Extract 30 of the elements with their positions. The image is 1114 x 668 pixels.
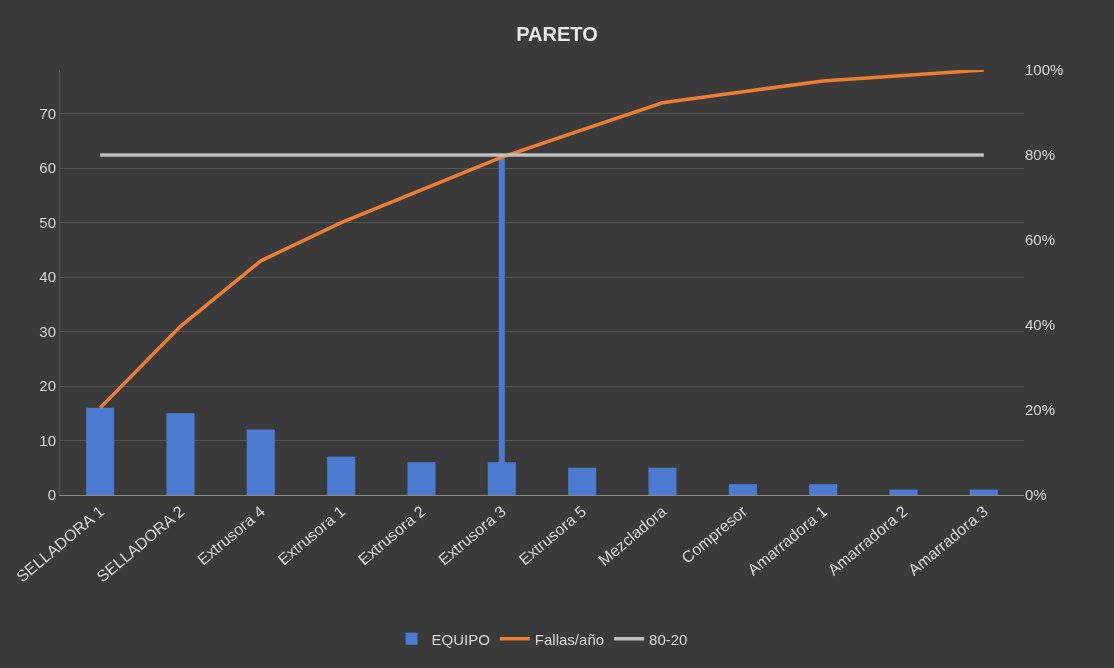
- y-tick-label: 20: [39, 377, 56, 395]
- chart-title: PARETO: [516, 22, 598, 45]
- bar: [648, 467, 677, 495]
- y-tick-label: 30: [39, 322, 56, 340]
- bar: [889, 489, 918, 495]
- y2-tick-label: 40%: [1025, 316, 1056, 334]
- bar: [407, 462, 436, 495]
- line-series: [98, 70, 986, 410]
- y2-tick-label: 60%: [1025, 231, 1056, 249]
- y2-tick-label: 80%: [1025, 146, 1056, 164]
- bar: [86, 407, 115, 495]
- y-tick-label: 50: [39, 213, 56, 231]
- legend-label: Fallas/año: [534, 630, 605, 648]
- y-tick-label: 40: [39, 268, 56, 286]
- legend-label: 80-20: [649, 630, 688, 648]
- y2-tick-label: 20%: [1025, 401, 1056, 419]
- bar: [728, 484, 757, 495]
- y2-tick-label: 100%: [1025, 61, 1064, 79]
- legend-label: EQUIPO: [431, 630, 490, 648]
- y2-tick-label: 0%: [1025, 486, 1047, 504]
- bar: [969, 489, 998, 495]
- bar: [327, 456, 356, 495]
- y-tick-label: 10: [39, 431, 56, 449]
- y-tick-label: 60: [39, 159, 56, 177]
- y-tick-label: 70: [39, 104, 56, 122]
- bar: [809, 484, 838, 495]
- y-tick-label: 0: [47, 486, 56, 504]
- bar: [246, 429, 275, 495]
- bar: [568, 467, 597, 495]
- bar: [166, 413, 195, 495]
